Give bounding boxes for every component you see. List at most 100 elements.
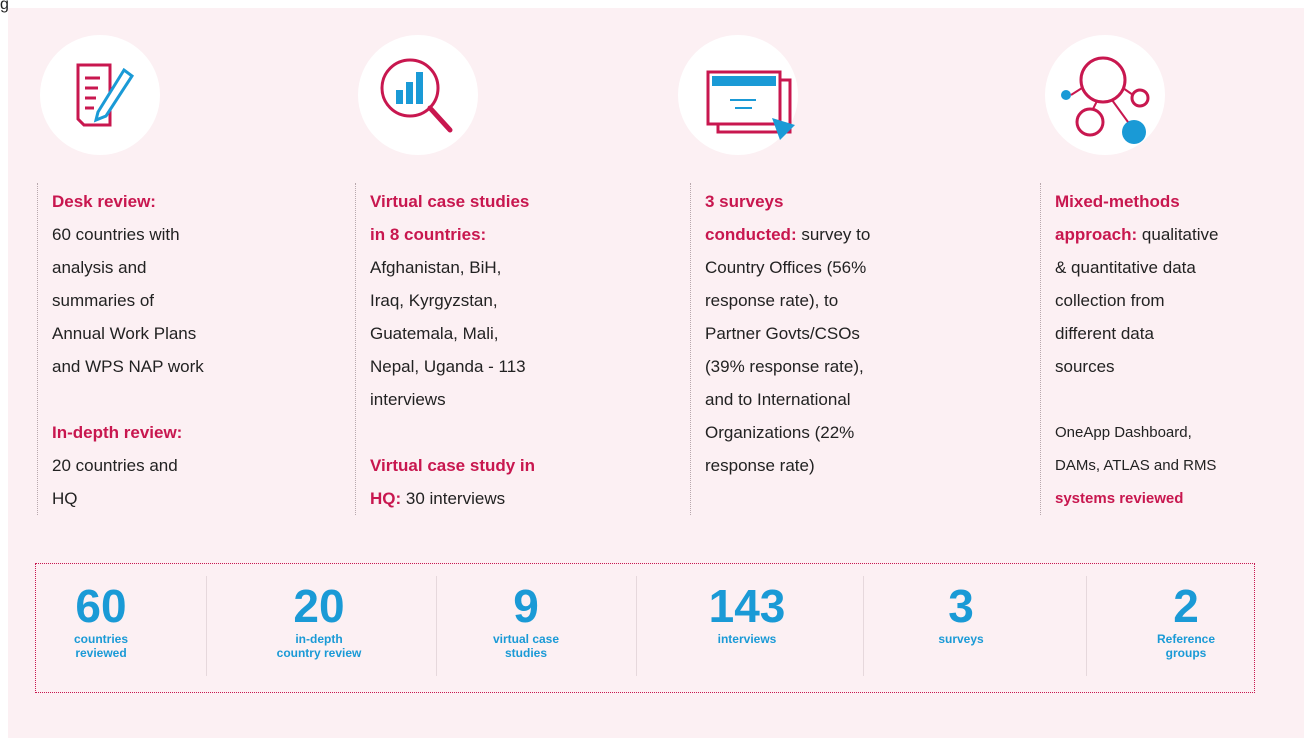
text-line: and to International: [705, 383, 870, 416]
text-line: response rate), to: [705, 284, 870, 317]
highlight-text: systems reviewed: [1055, 490, 1184, 507]
stat-label: surveys: [938, 632, 984, 646]
text-line: Nepal, Uganda - 113: [370, 350, 535, 383]
body-text: sources: [1055, 357, 1115, 376]
stat-label: country review: [276, 646, 362, 660]
highlight-text: in 8 countries:: [370, 225, 487, 244]
divider: [206, 576, 207, 676]
text-line: In-depth review:: [52, 416, 204, 449]
mixed-methods-icon: [1045, 35, 1165, 155]
highlight-text: Mixed-methods: [1055, 192, 1180, 211]
stat: 60 countries reviewed: [1, 580, 201, 660]
stats-box: 60 countries reviewed 20 in-depth country rev…: [35, 563, 1255, 693]
body-text: analysis and: [52, 258, 147, 277]
text-line: 3 surveys: [705, 185, 870, 218]
text-column: 3 surveys conducted: survey to Country Off…: [690, 183, 870, 515]
stat-number: 20: [293, 580, 345, 632]
body-text: Nepal, Uganda - 113: [370, 357, 526, 376]
text-line: in 8 countries:: [370, 218, 535, 251]
body-text: Iraq, Kyrgyzstan,: [370, 291, 498, 310]
stat-label: groups: [1165, 646, 1207, 660]
text-line: summaries of: [52, 284, 204, 317]
stat: 2 Reference groups: [1086, 580, 1286, 660]
text-line: Mixed-methods: [1055, 185, 1218, 218]
stat-label: countries: [73, 632, 128, 646]
text-line: response rate): [705, 449, 870, 482]
body-text: Partner Govts/CSOs: [705, 324, 860, 343]
body-text: interviews: [370, 390, 446, 409]
stat: 3 surveys: [861, 580, 1061, 646]
corner-text: g: [0, 0, 9, 13]
body-text: (39% response rate),: [705, 357, 864, 376]
body-text: Guatemala, Mali,: [370, 324, 499, 343]
desk-review-icon: [40, 35, 160, 155]
body-text: OneApp Dashboard,: [1055, 424, 1192, 441]
stat-label: reviewed: [75, 646, 127, 660]
stat: 9 virtual case studies: [426, 580, 626, 660]
text-line: interviews: [370, 383, 535, 416]
text-line: and WPS NAP work: [52, 350, 204, 383]
text-column: Desk review: 60 countries with analysis an…: [37, 183, 204, 515]
divider: [636, 576, 637, 676]
highlight-text: Virtual case studies: [370, 192, 530, 211]
highlight-text: 3 surveys: [705, 192, 784, 211]
paragraph: In-depth review: 20 countries and HQ: [52, 416, 204, 515]
text-line: Guatemala, Mali,: [370, 317, 535, 350]
stat-number: 60: [75, 580, 127, 632]
text-line: HQ: [52, 482, 204, 515]
surveys-icon: [678, 35, 798, 155]
body-text: and to International: [705, 390, 851, 409]
highlight-text: Virtual case study in: [370, 456, 536, 475]
text-line: analysis and: [52, 251, 204, 284]
body-text: Afghanistan, BiH,: [370, 258, 502, 277]
body-text: collection from: [1055, 291, 1165, 310]
text-line: Virtual case study in: [370, 449, 535, 482]
text-line: Partner Govts/CSOs: [705, 317, 870, 350]
text-line: collection from: [1055, 284, 1218, 317]
divider: [436, 576, 437, 676]
body-text: Organizations (22%: [705, 423, 855, 442]
body-text: response rate), to: [705, 291, 839, 310]
text-line: Afghanistan, BiH,: [370, 251, 535, 284]
text-line: HQ: 30 interviews: [370, 482, 535, 515]
text-line: different data: [1055, 317, 1218, 350]
body-text: different data: [1055, 324, 1154, 343]
stat-number: 143: [708, 580, 786, 632]
text-line: DAMs, ATLAS and RMS: [1055, 449, 1218, 482]
highlight-text: Desk review:: [52, 192, 156, 211]
stat-number: 2: [1173, 580, 1199, 632]
case-studies-icon: [358, 35, 478, 155]
stat: 143 interviews: [647, 580, 847, 646]
text-line: sources: [1055, 350, 1218, 383]
stat-label: in-depth: [295, 632, 343, 646]
text-line: systems reviewed: [1055, 482, 1218, 515]
paragraph: Mixed-methods approach: qualitative & quan…: [1055, 185, 1218, 383]
stat: 20 in-depth country review: [219, 580, 419, 660]
body-text: qualitative: [1137, 225, 1219, 244]
body-text: DAMs, ATLAS and RMS: [1055, 457, 1217, 474]
text-line: Country Offices (56%: [705, 251, 870, 284]
body-text: & quantitative data: [1055, 258, 1196, 277]
stat-number: 9: [513, 580, 539, 632]
divider: [863, 576, 864, 676]
stat-label: virtual case: [492, 632, 560, 646]
text-column: Virtual case studies in 8 countries: Afgha…: [355, 183, 535, 515]
text-line: Virtual case studies: [370, 185, 535, 218]
stat-label: Reference: [1156, 632, 1216, 646]
paragraph: Desk review: 60 countries with analysis an…: [52, 185, 204, 383]
stat-number: 3: [948, 580, 974, 632]
text-line: 20 countries and: [52, 449, 204, 482]
paragraph: Virtual case studies in 8 countries: Afgha…: [370, 185, 535, 416]
text-line: & quantitative data: [1055, 251, 1218, 284]
body-text: Annual Work Plans: [52, 324, 197, 343]
text-line: Iraq, Kyrgyzstan,: [370, 284, 535, 317]
text-column: Mixed-methods approach: qualitative & quan…: [1040, 183, 1218, 515]
text-line: OneApp Dashboard,: [1055, 416, 1218, 449]
body-text: 20 countries and: [52, 456, 178, 475]
highlight-text: HQ:: [370, 489, 402, 508]
text-line: 60 countries with: [52, 218, 204, 251]
highlight-text: approach:: [1055, 225, 1138, 244]
divider: [1086, 576, 1087, 676]
